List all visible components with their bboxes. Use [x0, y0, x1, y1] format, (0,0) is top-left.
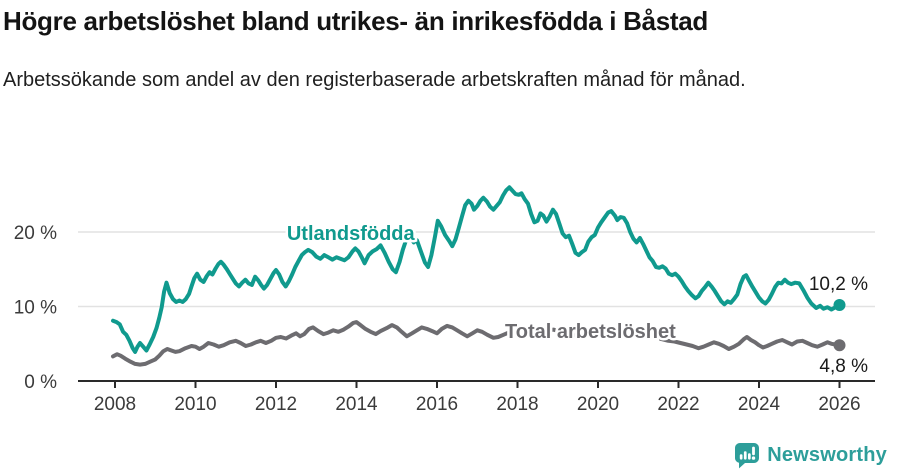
x-tick-label: 2016: [416, 394, 458, 415]
x-tick-label: 2010: [174, 394, 216, 415]
end-value-label-total-arbetsl-shet: 4,8 %: [819, 356, 868, 377]
series-line-total-arbetsl-shet: [111, 320, 842, 367]
x-tick-label: 2012: [255, 394, 297, 415]
series-label-utlandsf-dda: Utlandsfödda: [287, 223, 416, 245]
brand-footer: Newsworthy: [734, 442, 887, 469]
series-line-utlandsf-dda: [111, 185, 842, 354]
page-subtitle: Arbetssökande som andel av den registerb…: [3, 69, 746, 91]
x-tick-label: 2022: [657, 394, 699, 415]
brand-name: Newsworthy: [767, 444, 887, 466]
page-title: Högre arbetslöshet bland utrikes- än inr…: [3, 6, 708, 36]
y-tick-label: 20 %: [14, 223, 57, 244]
newsworthy-logo-icon: [734, 442, 760, 469]
series-end-dot-total-arbetsl-shet: [833, 339, 846, 352]
y-tick-label: 10 %: [14, 298, 57, 319]
y-tick-label: 0 %: [24, 372, 57, 393]
x-tick-label: 2026: [818, 394, 860, 415]
x-tick-label: 2014: [335, 394, 378, 415]
x-tick-label: 2008: [94, 394, 136, 415]
x-tick-label: 2020: [577, 394, 619, 415]
series-end-dot-utlandsf-dda: [833, 299, 846, 312]
x-tick-label: 2024: [738, 394, 781, 415]
end-value-label-utlandsf-dda: 10,2 %: [809, 274, 868, 295]
x-tick-label: 2018: [496, 394, 538, 415]
series-label-total-arbetsl-shet: Total arbetslöshet: [505, 321, 676, 343]
